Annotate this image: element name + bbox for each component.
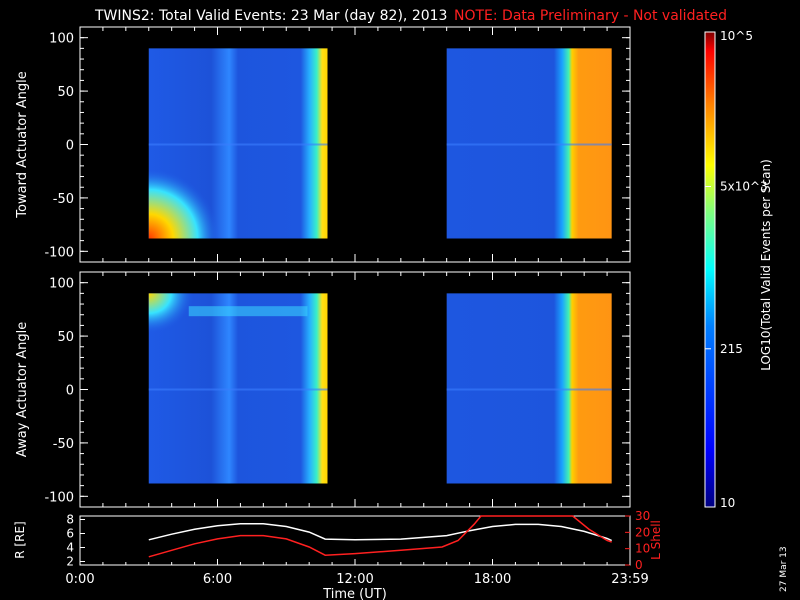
- chart-title: TWINS2: Total Valid Events: 23 Mar (day …: [94, 8, 447, 24]
- x-tick-label: 18:00: [474, 572, 511, 587]
- y-right-tick-label: 30: [635, 509, 650, 523]
- heatmap-block: [446, 48, 612, 239]
- y-tick-label: -50: [53, 192, 74, 207]
- y-right-axis-label: L Shell: [649, 520, 663, 560]
- colorbar-tick-label: 215: [720, 342, 743, 356]
- y-tick-label: 0: [66, 384, 74, 399]
- heatmap-hot-region: [148, 168, 219, 239]
- x-tick-label: 0:00: [65, 572, 94, 587]
- l-shell-line: [148, 515, 612, 558]
- y-left-tick-label: 6: [66, 527, 74, 541]
- y-right-tick-label: 0: [635, 558, 643, 572]
- y-tick-label: -100: [44, 490, 74, 505]
- y-right-tick-label: 20: [635, 525, 650, 539]
- x-tick-label: 6:00: [203, 572, 232, 587]
- y-tick-label: 100: [49, 32, 74, 47]
- y-left-tick-label: 4: [66, 541, 74, 555]
- y-tick-label: 100: [49, 277, 74, 292]
- colorbar: [704, 31, 716, 508]
- y-left-tick-label: 2: [66, 555, 74, 569]
- y-right-tick-label: 10: [635, 542, 650, 556]
- y-left-tick-label: 8: [66, 513, 74, 527]
- y-tick-label: 50: [57, 330, 74, 345]
- y-tick-label: -100: [44, 245, 74, 260]
- colorbar-tick-label: 5x10^3: [720, 179, 768, 193]
- y-tick-label: 50: [57, 85, 74, 100]
- heatmap-hot-region: [148, 293, 194, 334]
- x-axis-label: Time (UT): [322, 587, 387, 600]
- heatmap-band: [188, 306, 308, 317]
- colorbar-tick-label: 10: [720, 496, 735, 510]
- y-tick-label: -50: [53, 437, 74, 452]
- y-left-axis-label: R [RE]: [13, 521, 27, 558]
- date-stamp: 27 Mar 13: [779, 546, 789, 592]
- y-axis-label: Away Actuator Angle: [15, 322, 30, 457]
- x-tick-label: 12:00: [336, 572, 373, 587]
- x-tick-label: 23:59: [611, 572, 648, 587]
- y-tick-label: 0: [66, 139, 74, 154]
- y-axis-label: Toward Actuator Angle: [15, 71, 30, 218]
- colorbar-tick-label: 10^5: [720, 29, 753, 43]
- r-distance-line: [148, 522, 613, 542]
- heatmap-block: [446, 293, 612, 484]
- preliminary-note: NOTE: Data Preliminary - Not validated: [454, 8, 727, 24]
- colorbar-label: LOG10(Total Valid Events per Scan): [759, 159, 773, 371]
